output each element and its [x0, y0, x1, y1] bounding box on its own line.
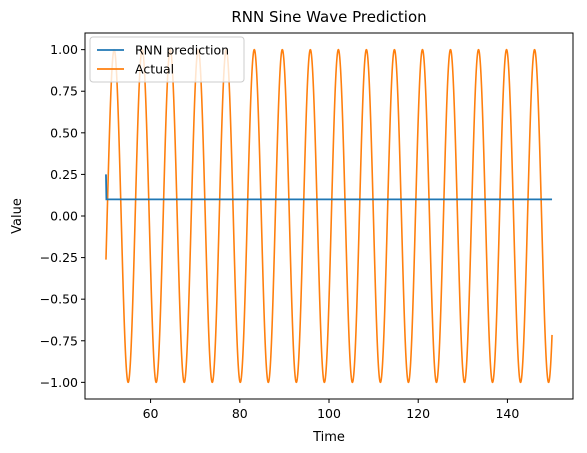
y-tick-label: 0.00 — [50, 209, 78, 224]
y-tick-label: −1.00 — [40, 375, 78, 390]
x-tick-label: 100 — [317, 406, 341, 421]
y-tick-label: −0.50 — [40, 292, 78, 307]
y-axis: −1.00 −0.75 −0.50 −0.25 0.00 0.25 0.50 0.75 1.00 — [40, 42, 85, 390]
series-line-actual — [105, 48, 553, 384]
x-axis: 60 80 100 120 140 — [143, 399, 519, 421]
x-tick-label: 60 — [143, 406, 159, 421]
legend-label: Actual — [135, 62, 174, 77]
legend: RNN prediction Actual — [89, 36, 245, 83]
plot-area — [105, 48, 553, 384]
y-tick-label: 0.25 — [50, 167, 78, 182]
y-tick-label: 0.50 — [50, 125, 78, 140]
x-tick-label: 120 — [406, 406, 430, 421]
x-axis-label: Time — [312, 430, 345, 445]
x-tick-label: 140 — [495, 406, 519, 421]
y-tick-label: 1.00 — [50, 42, 78, 57]
y-tick-label: −0.75 — [40, 333, 78, 348]
chart-title: RNN Sine Wave Prediction — [231, 8, 426, 26]
y-axis-label: Value — [10, 198, 25, 234]
x-tick-label: 80 — [232, 406, 248, 421]
series-line-rnn-prediction — [105, 174, 553, 201]
y-tick-label: 0.75 — [50, 84, 78, 99]
y-tick-label: −0.25 — [40, 250, 78, 265]
legend-box — [89, 36, 245, 83]
legend-label: RNN prediction — [135, 43, 229, 58]
